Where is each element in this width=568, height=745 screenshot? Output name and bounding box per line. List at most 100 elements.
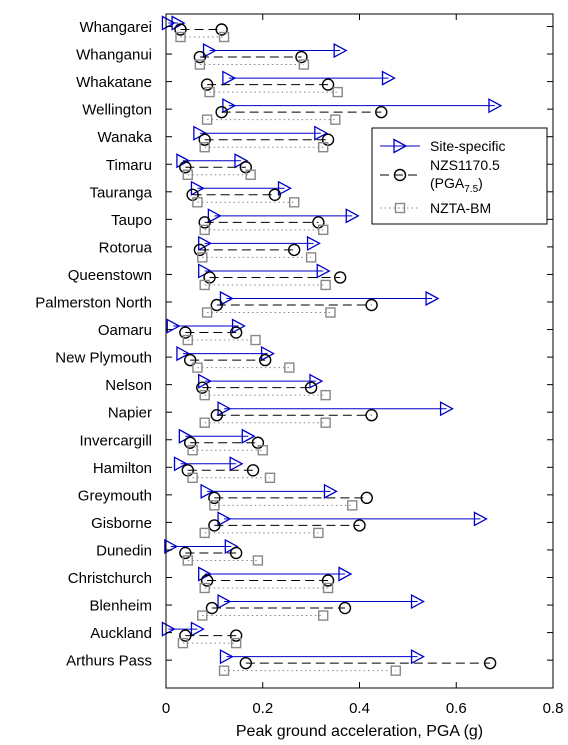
marker-nzta-bm-wellington-min xyxy=(201,114,213,125)
category-label-wanaka: Wanaka xyxy=(98,129,153,146)
marker-site-specific-tauranga-max xyxy=(277,180,292,196)
marker-nzs1170-5-rotorua-min xyxy=(193,243,207,257)
marker-nzta-bm-whakatane-max xyxy=(332,86,343,98)
marker-site-specific-whanganui-min xyxy=(202,42,217,59)
marker-site-specific-gisborne-max xyxy=(473,511,488,527)
marker-site-specific-whangarei-max xyxy=(171,15,186,31)
marker-nzs1170-5-arthurs-pass-min xyxy=(239,656,253,670)
category-label-gisborne: Gisborne xyxy=(91,515,152,532)
marker-site-specific-christchurch-max xyxy=(338,566,353,582)
category-label-napier: Napier xyxy=(108,405,152,422)
marker-site-specific-blenheim-min xyxy=(217,593,232,610)
marker-nzta-bm-timaru-max xyxy=(245,169,256,180)
marker-nzs1170-5-invercargill-min xyxy=(183,436,197,449)
marker-site-specific-gisborne-min xyxy=(217,511,232,527)
marker-site-specific-wanaka-max xyxy=(314,125,329,141)
marker-nzta-bm-napier-min xyxy=(199,417,210,428)
legend-label-nzta-bm: NZTA-BM xyxy=(430,200,491,216)
marker-nzs1170-5-rotorua-max xyxy=(287,243,301,257)
marker-nzs1170-5-queenstown-max xyxy=(333,271,347,284)
marker-site-specific-palmerston-north-min xyxy=(219,290,234,307)
marker-nzta-bm-greymouth-min xyxy=(209,500,220,511)
marker-site-specific-napier-max xyxy=(439,401,454,417)
marker-nzs1170-5-gisborne-max xyxy=(353,519,366,532)
marker-nzs1170-5-palmerston-north-min xyxy=(210,298,223,312)
marker-nzs1170-5-wellington-min xyxy=(215,105,228,119)
marker-nzs1170-5-wellington-max xyxy=(375,105,388,119)
marker-nzta-bm-oamaru-min xyxy=(182,334,193,346)
x-tick-label-0: 0 xyxy=(162,700,170,717)
marker-nzs1170-5-new-plymouth-max xyxy=(258,353,272,367)
legend: Site-specific NZS1170.5 (PGA7.5) NZTA-BM xyxy=(371,127,548,225)
category-label-whanganui: Whanganui xyxy=(76,47,152,64)
marker-site-specific-blenheim-max xyxy=(410,593,425,610)
marker-nzta-bm-taupo-min xyxy=(199,224,210,236)
marker-site-specific-arthurs-pass-max xyxy=(410,649,425,665)
series-layer xyxy=(161,15,503,676)
marker-site-specific-hamilton-max xyxy=(229,456,244,472)
category-label-dunedin: Dunedin xyxy=(96,542,152,559)
marker-site-specific-greymouth-max xyxy=(323,483,338,499)
category-label-hamilton: Hamilton xyxy=(93,460,152,477)
marker-nzta-bm-christchurch-min xyxy=(199,582,210,594)
category-label-oamaru: Oamaru xyxy=(98,322,152,339)
marker-nzta-bm-new-plymouth-max xyxy=(284,362,295,373)
marker-site-specific-oamaru-max xyxy=(231,318,246,334)
x-tick-label-0-6: 0.6 xyxy=(446,700,467,717)
marker-site-specific-whanganui-max xyxy=(333,42,348,59)
marker-nzs1170-5-napier-min xyxy=(210,409,223,422)
marker-nzta-bm-nelson-max xyxy=(320,389,331,401)
marker-nzs1170-5-gisborne-min xyxy=(208,519,221,532)
legend-label-nzs1170-pga: (PGA7.5) xyxy=(430,175,483,195)
marker-nzs1170-5-blenheim-max xyxy=(338,601,352,615)
marker-nzta-bm-arthurs-pass-max xyxy=(390,665,401,676)
category-label-blenheim: Blenheim xyxy=(89,598,152,615)
marker-nzta-bm-oamaru-max xyxy=(250,334,261,346)
marker-site-specific-whakatane-max xyxy=(381,70,396,86)
legend-entry-nzs1170: NZS1170.5 (PGA7.5) xyxy=(380,157,500,195)
marker-nzs1170-5-taupo-min xyxy=(198,216,211,229)
category-label-nelson: Nelson xyxy=(105,377,152,394)
marker-site-specific-rotorua-max xyxy=(306,235,321,251)
marker-site-specific-greymouth-min xyxy=(200,483,215,499)
marker-site-specific-wellington-max xyxy=(488,98,503,114)
marker-site-specific-palmerston-north-max xyxy=(425,290,440,307)
marker-nzs1170-5-dunedin-min xyxy=(179,546,192,560)
legend-marker-nzs1170 xyxy=(393,168,407,182)
marker-site-specific-invercargill-max xyxy=(241,428,256,444)
marker-nzta-bm-wanaka-min xyxy=(199,141,210,153)
marker-nzs1170-5-whanganui-min xyxy=(193,50,207,64)
category-label-taupo: Taupo xyxy=(111,212,152,229)
marker-nzs1170-5-nelson-min xyxy=(196,381,209,394)
category-label-tauranga: Tauranga xyxy=(89,184,152,201)
marker-site-specific-taupo-max xyxy=(345,208,360,224)
marker-nzta-bm-whanganui-min xyxy=(194,59,206,70)
marker-nzta-bm-whakatane-min xyxy=(204,86,215,98)
marker-nzta-bm-queenstown-max xyxy=(320,279,331,291)
category-label-new-plymouth: New Plymouth xyxy=(55,350,152,367)
marker-nzta-bm-queenstown-min xyxy=(199,279,210,291)
marker-nzta-bm-auckland-max xyxy=(230,637,242,649)
marker-site-specific-new-plymouth-min xyxy=(176,346,191,362)
marker-site-specific-arthurs-pass-min xyxy=(219,649,234,665)
legend-entry-site-specific: Site-specific xyxy=(380,138,505,154)
category-label-palmerston-north: Palmerston North xyxy=(35,295,152,312)
marker-nzs1170-5-wanaka-min xyxy=(198,133,211,146)
marker-nzs1170-5-timaru-min xyxy=(179,161,192,174)
category-label-arthurs-pass: Arthurs Pass xyxy=(66,653,152,670)
marker-nzta-bm-timaru-min xyxy=(182,169,193,180)
marker-nzta-bm-whangarei-max xyxy=(218,31,230,43)
marker-nzs1170-5-palmerston-north-max xyxy=(365,298,378,312)
marker-nzta-bm-tauranga-min xyxy=(192,197,203,208)
marker-nzta-bm-invercargill-max xyxy=(257,445,268,456)
marker-nzta-bm-christchurch-max xyxy=(322,582,334,594)
marker-site-specific-wellington-min xyxy=(222,98,237,114)
category-label-timaru: Timaru xyxy=(106,157,152,174)
marker-nzs1170-5-whangarei-min xyxy=(174,23,187,36)
marker-site-specific-hamilton-min xyxy=(173,456,188,472)
category-label-auckland: Auckland xyxy=(90,625,152,642)
marker-nzta-bm-greymouth-max xyxy=(347,500,358,511)
marker-nzta-bm-dunedin-max xyxy=(252,555,264,566)
marker-nzta-bm-whanganui-max xyxy=(298,59,310,70)
legend-label-site-specific: Site-specific xyxy=(430,138,505,154)
